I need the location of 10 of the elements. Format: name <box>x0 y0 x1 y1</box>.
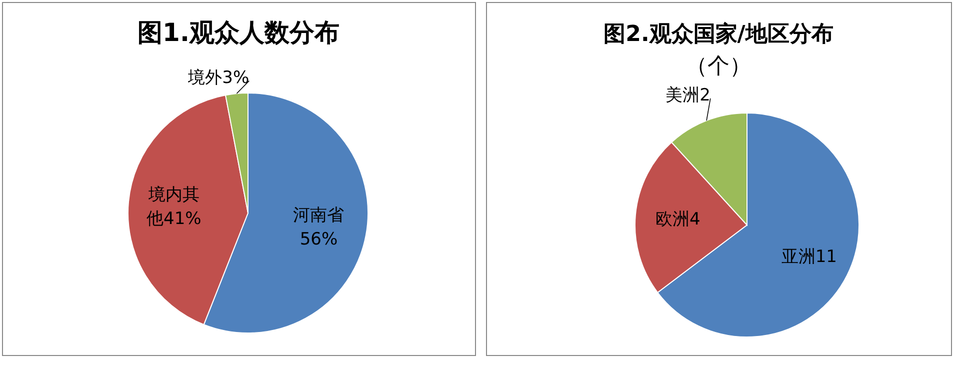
slice-label: 亚洲11 <box>781 246 837 267</box>
slice-label: 欧洲4 <box>655 210 700 230</box>
slice-label: 河南省 <box>293 205 344 226</box>
data-label: 56% <box>300 229 338 250</box>
chart-title: 图2.观众国家/地区分布 <box>604 21 834 47</box>
slice-label: 境内其他41% <box>146 185 202 229</box>
chart-title: 图1.观众人数分布 <box>138 18 340 47</box>
slice-label: 美洲2 <box>666 85 710 106</box>
chart-subtitle: （个） <box>686 54 752 79</box>
slice-label: 境外3% <box>187 68 250 88</box>
